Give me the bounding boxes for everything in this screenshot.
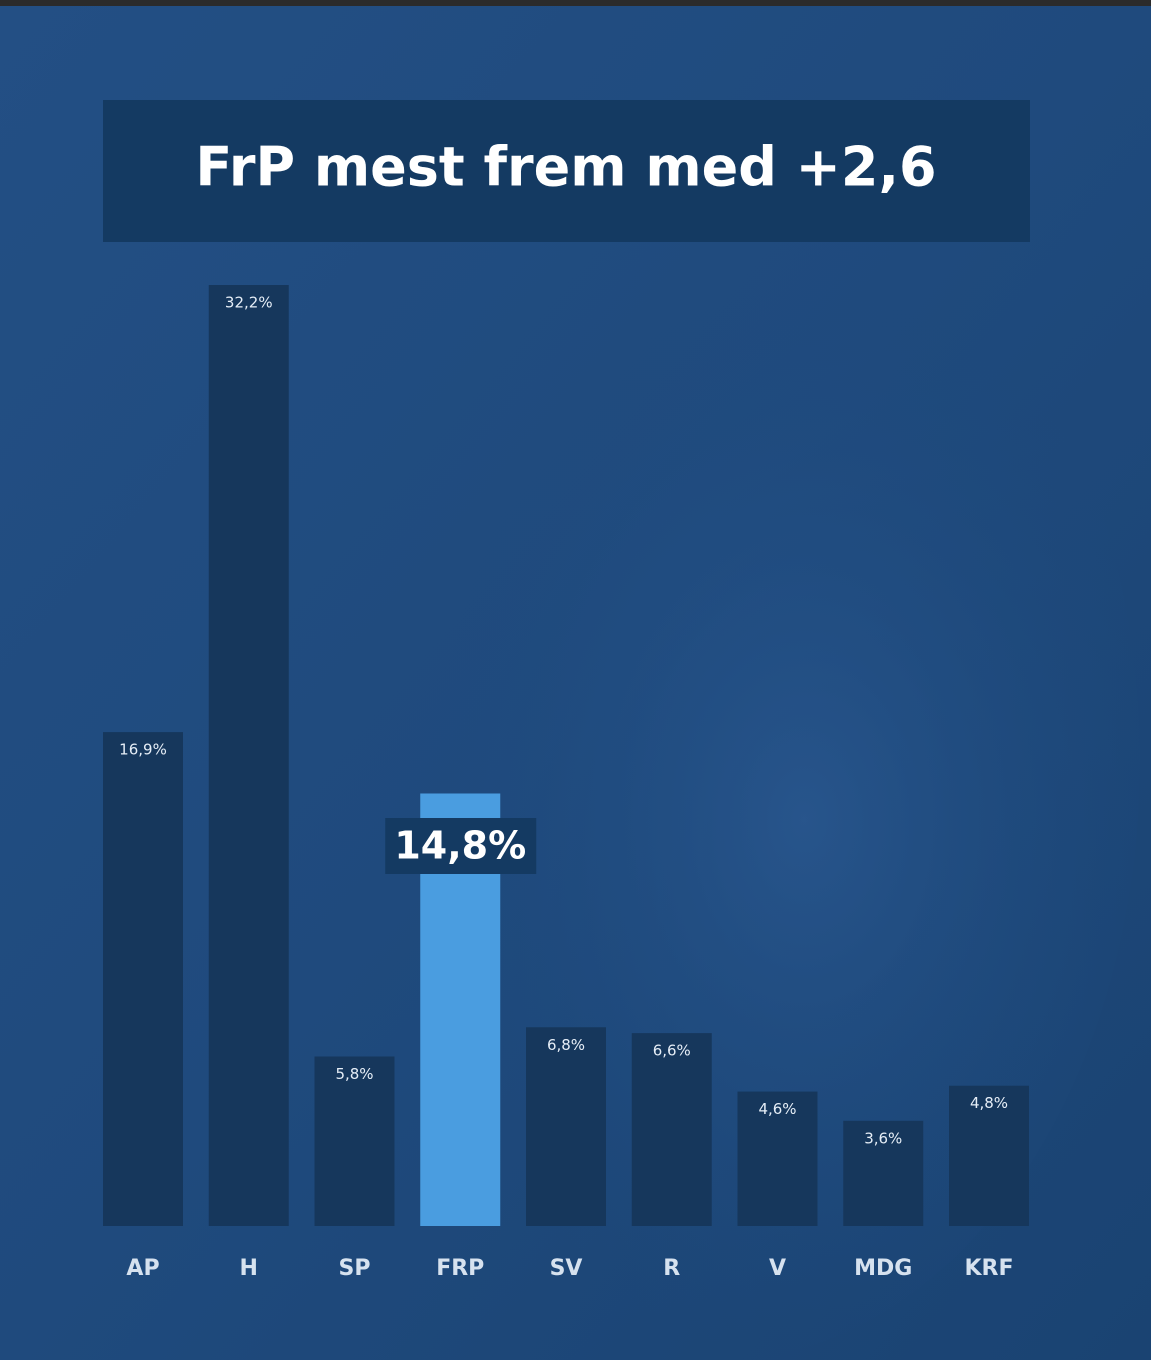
photo-overlay [300,160,1140,1360]
x-tick-label: V [769,1256,786,1281]
x-tick-label: SP [339,1256,371,1281]
value-label: 3,6% [864,1129,902,1147]
value-label-box [385,818,537,874]
bar [737,1091,818,1226]
value-label: 14,8% [394,824,526,868]
value-label: 4,6% [758,1100,796,1118]
value-label: 4,8% [970,1094,1008,1112]
title-box [103,100,1030,242]
bar [526,1027,606,1226]
x-tick-label: R [663,1256,680,1281]
chart-title: FrP mest frem med +2,6 [195,136,936,199]
bar [949,1085,1029,1226]
x-tick-label: SV [550,1256,583,1281]
x-tick-label: MDG [854,1256,912,1281]
bar [103,732,183,1226]
x-tick-label: H [240,1256,258,1281]
x-tick-label: AP [126,1256,159,1281]
bar [631,1033,712,1226]
value-label: 6,6% [653,1042,691,1060]
bar [843,1120,924,1226]
value-label: 32,2% [225,294,273,312]
value-label: 5,8% [335,1065,373,1083]
value-label: 16,9% [119,741,167,759]
bar [208,285,289,1226]
x-tick-label: KRF [964,1256,1013,1281]
value-label: 6,8% [547,1036,585,1054]
top-border [0,0,1151,6]
bar [314,1056,395,1226]
x-tick-label: FRP [436,1256,484,1281]
